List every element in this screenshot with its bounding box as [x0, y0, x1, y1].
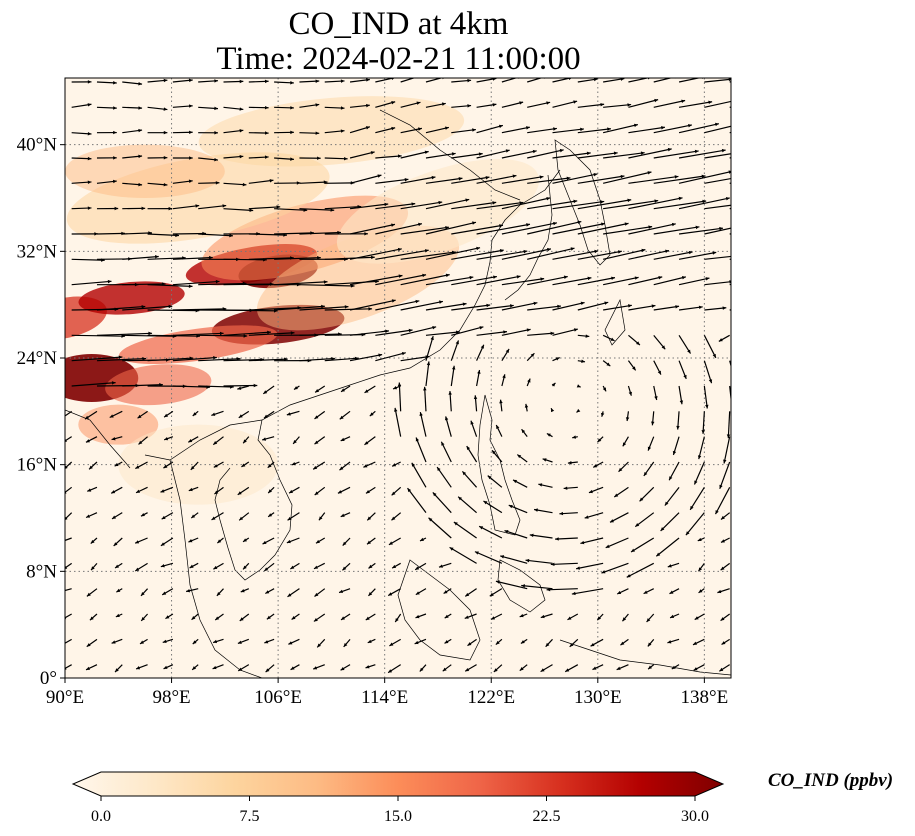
colorbar-tick-label: 22.5: [533, 808, 561, 825]
plot-title-line1: CO_IND at 4km: [288, 6, 509, 42]
plot-title-line2: Time: 2024-02-21 11:00:00: [216, 41, 581, 77]
lat-tick-label: 40°N: [17, 135, 58, 156]
colorbar-tick-label: 30.0: [681, 808, 709, 825]
concentration-field: [65, 78, 731, 678]
lat-tick-label: 8°N: [26, 561, 57, 582]
lon-tick-label: 90°E: [46, 687, 84, 708]
lon-tick-label: 106°E: [254, 687, 302, 708]
colorbar-tick-label: 15.0: [384, 808, 412, 825]
colorbar-tick-label: 0.0: [91, 808, 111, 825]
colorbar-body: [71, 771, 725, 797]
lon-tick-label: 138°E: [681, 687, 729, 708]
lon-tick-label: 130°E: [574, 687, 622, 708]
wind-vectors: [65, 78, 731, 674]
lat-tick-label: 16°N: [17, 455, 58, 476]
colorbar: 0.0 7.5 15.0 22.5 30.0: [71, 771, 725, 825]
lon-tick-label: 114°E: [361, 687, 408, 708]
lon-tick-label: 122°E: [467, 687, 515, 708]
lat-tick-label: 0°: [40, 668, 57, 689]
map-frame: [64, 77, 732, 679]
colorbar-ticks: 0.0 7.5 15.0 22.5 30.0: [91, 796, 709, 825]
colorbar-label: CO_IND (ppbv): [768, 770, 894, 791]
latitude-axis: 0° 8°N 16°N 24°N 32°N 40°N: [17, 135, 65, 689]
lat-tick-label: 32°N: [17, 241, 58, 262]
coastlines: [65, 109, 731, 678]
lat-tick-label: 24°N: [17, 348, 58, 369]
longitude-axis: 90°E 98°E 106°E 114°E 122°E 130°E 138°E: [46, 678, 728, 708]
colorbar-tick-label: 7.5: [240, 808, 260, 825]
lon-tick-label: 98°E: [152, 687, 190, 708]
